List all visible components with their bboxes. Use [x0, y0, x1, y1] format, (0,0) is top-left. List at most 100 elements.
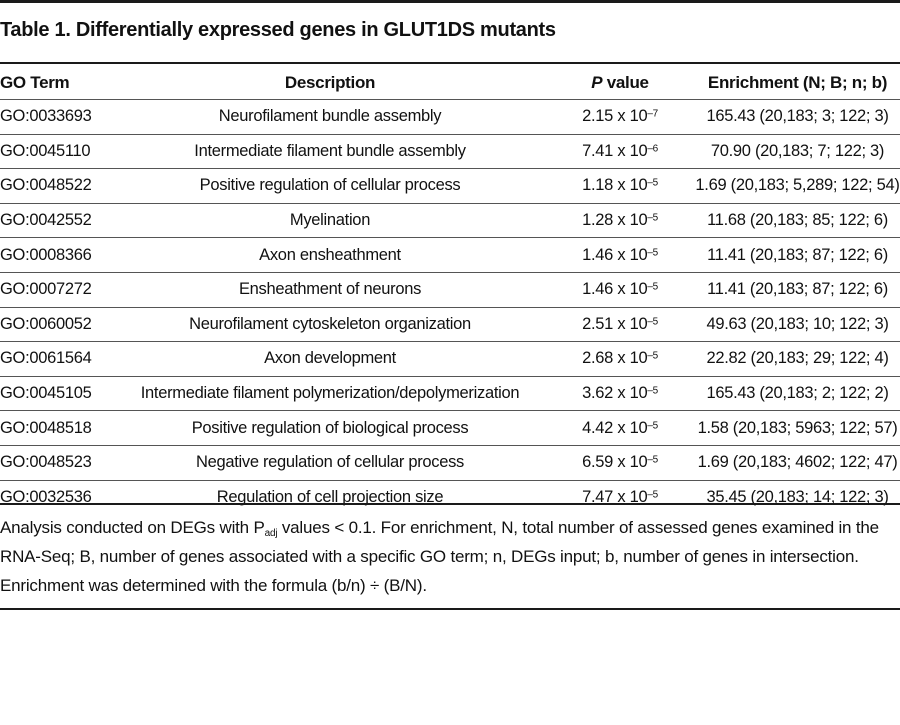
footnote-body: values < 0.1. For enrichment, N, total n…	[0, 518, 879, 595]
p-value-mantissa: 6.59 x 10	[582, 453, 648, 472]
go-term-cell: GO:0048523	[0, 444, 115, 481]
p-value-cell: 4.42 x 10–5	[545, 410, 695, 446]
p-value-exponent: –5	[647, 350, 658, 362]
go-term-cell: GO:0033693	[0, 99, 115, 135]
p-value-mantissa: 2.51 x 10	[582, 314, 648, 333]
enrichment-cell: 1.69 (20,183; 5,289; 122; 54)	[695, 168, 900, 204]
p-value-cell: 6.59 x 10–5	[545, 444, 695, 481]
enrichment-cell: 11.68 (20,183; 85; 122; 6)	[695, 202, 900, 238]
go-term-cell: GO:0060052	[0, 306, 115, 342]
enrichment-cell: 165.43 (20,183; 2; 122; 2)	[695, 375, 900, 411]
table-row: GO:0048518 Positive regulation of biologi…	[0, 410, 900, 446]
p-value-mantissa: 2.15 x 10	[582, 107, 648, 126]
table-body: GO:0033693 Neurofilament bundle assembly 2…	[0, 99, 900, 515]
enrichment-cell: 1.58 (20,183; 5963; 122; 57)	[695, 410, 900, 446]
p-value-exponent: –5	[647, 420, 658, 432]
description-cell: Axon ensheathment	[115, 237, 545, 273]
p-value-mantissa: 4.42 x 10	[582, 418, 648, 437]
table-row: GO:0061564 Axon development 2.68 x 10–5 22.…	[0, 341, 900, 377]
enrichment-cell: 1.69 (20,183; 4602; 122; 47)	[695, 444, 900, 481]
description-cell: Negative regulation of cellular process	[115, 444, 545, 481]
p-value-mantissa: 7.41 x 10	[582, 141, 648, 160]
description-cell: Intermediate filament polymerization/dep…	[115, 375, 545, 411]
table-header-row: GO Term Description P value Enrichment (…	[0, 66, 900, 100]
bottom-table-rule	[0, 503, 900, 505]
table-row: GO:0045110 Intermediate filament bundle a…	[0, 133, 900, 169]
go-enrichment-table: GO Term Description P value Enrichment (…	[0, 66, 900, 515]
top-rule	[0, 0, 900, 3]
p-value-mantissa: 2.68 x 10	[582, 349, 648, 368]
go-term-cell: GO:0008366	[0, 237, 115, 273]
footnote-subscript: adj	[264, 528, 278, 539]
p-value-exponent: –5	[647, 489, 658, 501]
description-cell: Ensheathment of neurons	[115, 271, 545, 308]
go-term-cell: GO:0048518	[0, 410, 115, 446]
table-row: GO:0033693 Neurofilament bundle assembly 2…	[0, 99, 900, 135]
p-value-exponent: –6	[647, 143, 658, 155]
enrichment-cell: 70.90 (20,183; 7; 122; 3)	[695, 133, 900, 169]
header-p-italic: P	[591, 72, 603, 92]
p-value-mantissa: 3.62 x 10	[582, 384, 648, 403]
table-row: GO:0042552 Myelination 1.28 x 10–5 11.68 (2…	[0, 202, 900, 238]
p-value-mantissa: 1.46 x 10	[582, 245, 648, 264]
p-value-mantissa: 1.46 x 10	[582, 280, 648, 299]
enrichment-cell: 49.63 (20,183; 10; 122; 3)	[695, 306, 900, 342]
table-row: GO:0032536 Regulation of cell projection …	[0, 479, 900, 515]
enrichment-cell: 11.41 (20,183; 87; 122; 6)	[695, 237, 900, 273]
p-value-cell: 1.46 x 10–5	[545, 237, 695, 273]
go-term-cell: GO:0045110	[0, 133, 115, 169]
table-footnote: Analysis conducted on DEGs with Padj val…	[0, 513, 900, 600]
enrichment-cell: 22.82 (20,183; 29; 122; 4)	[695, 341, 900, 377]
p-value-exponent: –5	[647, 454, 658, 466]
p-value-mantissa: 1.18 x 10	[582, 176, 648, 195]
p-value-mantissa: 1.28 x 10	[582, 211, 648, 230]
p-value-exponent: –5	[647, 385, 658, 397]
enrichment-cell: 165.43 (20,183; 3; 122; 3)	[695, 99, 900, 135]
p-value-cell: 1.28 x 10–5	[545, 202, 695, 238]
p-value-cell: 7.47 x 10–5	[545, 479, 695, 515]
footnote-lead: Analysis conducted on DEGs with P	[0, 518, 265, 537]
enrichment-cell: 35.45 (20,183; 14; 122; 3)	[695, 479, 900, 515]
description-cell: Myelination	[115, 202, 545, 238]
table-row: GO:0007272 Ensheathment of neurons 1.46 x …	[0, 271, 900, 308]
p-value-cell: 2.68 x 10–5	[545, 341, 695, 377]
header-p-rest: value	[602, 72, 649, 92]
p-value-exponent: –7	[647, 108, 658, 120]
table-row: GO:0048522 Positive regulation of cellula…	[0, 168, 900, 204]
header-go-term: GO Term	[0, 72, 70, 92]
go-term-cell: GO:0007272	[0, 271, 115, 308]
p-value-cell: 1.46 x 10–5	[545, 271, 695, 308]
p-value-exponent: –5	[647, 316, 658, 328]
table-row: GO:0045105 Intermediate filament polymeri…	[0, 375, 900, 411]
table-title: Table 1. Differentially expressed genes …	[0, 19, 556, 41]
description-cell: Neurofilament cytoskeleton organization	[115, 306, 545, 342]
p-value-cell: 1.18 x 10–5	[545, 168, 695, 204]
header-enrichment: Enrichment (N; B; n; b)	[707, 72, 888, 92]
bottom-rule	[0, 608, 900, 610]
description-cell: Regulation of cell projection size	[115, 479, 545, 515]
header-p-value: P value	[545, 66, 695, 100]
p-value-mantissa: 7.47 x 10	[582, 487, 648, 506]
table-row: GO:0048523 Negative regulation of cellula…	[0, 444, 900, 481]
p-value-exponent: –5	[647, 247, 658, 259]
description-cell: Intermediate filament bundle assembly	[115, 133, 545, 169]
p-value-cell: 2.51 x 10–5	[545, 306, 695, 342]
description-cell: Positive regulation of cellular process	[115, 168, 545, 204]
header-top-rule	[0, 62, 900, 64]
header-description: Description	[284, 72, 376, 92]
table-row: GO:0008366 Axon ensheathment 1.46 x 10–5 11…	[0, 237, 900, 273]
description-cell: Neurofilament bundle assembly	[115, 99, 545, 135]
p-value-cell: 2.15 x 10–7	[545, 99, 695, 135]
go-term-cell: GO:0045105	[0, 375, 115, 411]
p-value-exponent: –5	[647, 281, 658, 293]
enrichment-cell: 11.41 (20,183; 87; 122; 6)	[695, 271, 900, 308]
description-cell: Positive regulation of biological proces…	[115, 410, 545, 446]
go-term-cell: GO:0032536	[0, 479, 115, 515]
p-value-exponent: –5	[647, 212, 658, 224]
p-value-cell: 7.41 x 10–6	[545, 133, 695, 169]
p-value-exponent: –5	[647, 177, 658, 189]
p-value-cell: 3.62 x 10–5	[545, 375, 695, 411]
table-row: GO:0060052 Neurofilament cytoskeleton org…	[0, 306, 900, 342]
go-term-cell: GO:0042552	[0, 202, 115, 238]
go-term-cell: GO:0048522	[0, 168, 115, 204]
